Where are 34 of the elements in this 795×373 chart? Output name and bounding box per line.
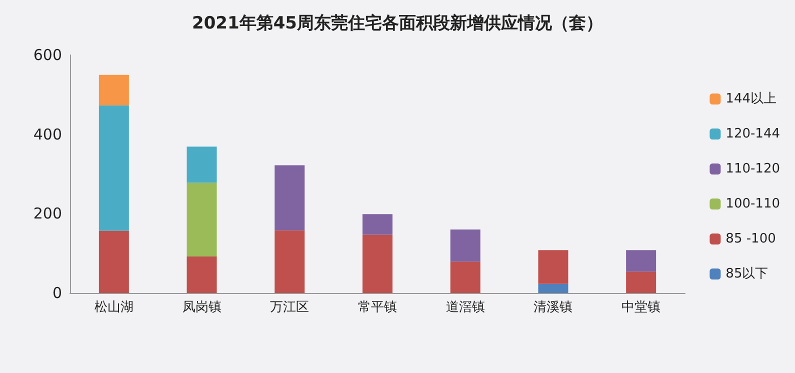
legend-label: 100-110 bbox=[726, 196, 780, 212]
y-tick-label: 0 bbox=[52, 284, 62, 302]
bar bbox=[186, 256, 217, 293]
bar bbox=[98, 230, 129, 293]
bar bbox=[450, 262, 480, 293]
bar bbox=[274, 165, 305, 230]
legend-label: 120-144 bbox=[726, 126, 780, 142]
x-tick-label: 松山湖 bbox=[94, 300, 134, 315]
legend-label: 85以下 bbox=[726, 266, 768, 282]
y-tick-label: 200 bbox=[33, 204, 62, 223]
bar bbox=[450, 230, 480, 262]
legend-label: 110-120 bbox=[726, 162, 780, 176]
x-tick-label: 万江区 bbox=[270, 300, 310, 315]
legend-label: 144以上 bbox=[726, 92, 777, 106]
legend-label: 85 -100 bbox=[726, 232, 776, 246]
bar bbox=[186, 182, 217, 257]
x-tick-label: 道滘镇 bbox=[446, 300, 485, 315]
bar bbox=[538, 250, 568, 284]
x-tick-label: 常平镇 bbox=[358, 300, 397, 315]
x-tick-label: 凤岗镇 bbox=[182, 300, 222, 315]
bar bbox=[186, 146, 217, 183]
bar bbox=[98, 105, 129, 231]
y-tick-label: 600 bbox=[33, 46, 62, 64]
x-tick-label: 中堂镇 bbox=[622, 300, 661, 315]
x-tick-label: 清溪镇 bbox=[534, 300, 573, 315]
bar bbox=[626, 272, 656, 293]
y-tick-label: 400 bbox=[33, 125, 62, 144]
chart-title: 2021年第45周东莞住宅各面积段新增供应情况（套） bbox=[192, 14, 603, 34]
bar bbox=[98, 74, 129, 106]
bar bbox=[362, 234, 392, 293]
bar bbox=[362, 214, 392, 235]
bar bbox=[538, 284, 568, 293]
bar bbox=[274, 230, 305, 293]
bar bbox=[626, 250, 656, 272]
